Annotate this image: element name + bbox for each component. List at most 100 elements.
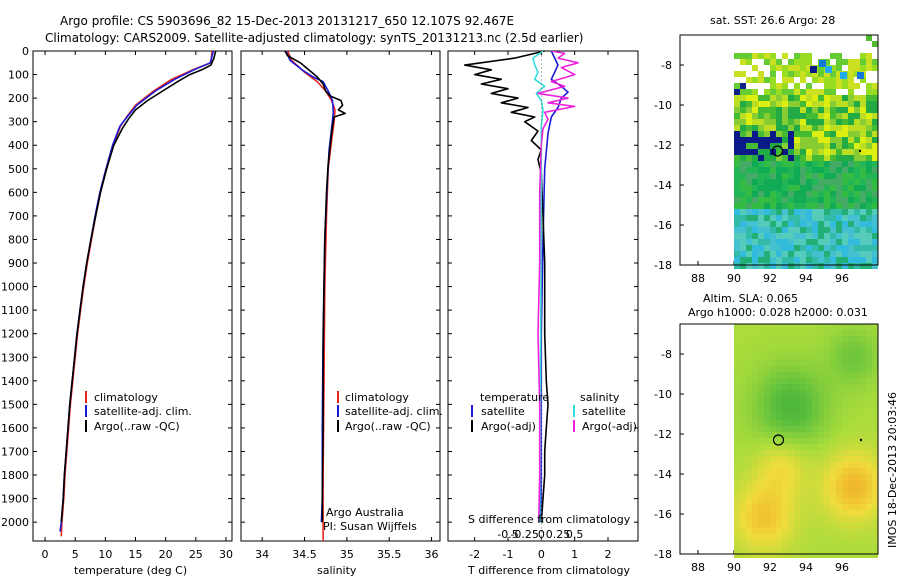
sst-cell: [776, 197, 782, 203]
sst-cell: [740, 233, 746, 239]
sst-cell: [758, 95, 764, 101]
sst-cell: [854, 221, 860, 227]
sst-cell: [812, 215, 818, 221]
sla-cell: [860, 444, 866, 450]
sla-cell: [824, 462, 830, 468]
sla-cell: [830, 390, 836, 396]
sla-cell: [782, 540, 788, 546]
sst-cell: [866, 191, 872, 197]
sst-cell: [818, 263, 824, 269]
sst-cell: [860, 257, 866, 263]
sla-cell: [854, 342, 860, 348]
sla-cell: [740, 366, 746, 372]
sst-cell: [764, 227, 770, 233]
sst-cell: [788, 119, 794, 125]
sla-cell: [752, 474, 758, 480]
sla-cell: [788, 498, 794, 504]
sst-cell: [848, 71, 854, 77]
sst-cell: [770, 77, 776, 83]
sla-cell: [854, 396, 860, 402]
sla-cell: [872, 510, 878, 516]
sst-cell: [794, 119, 800, 125]
sst-cell: [740, 209, 746, 215]
sla-cell: [812, 450, 818, 456]
sla-cell: [836, 480, 842, 486]
sst-cell: [752, 119, 758, 125]
sst-cell: [848, 221, 854, 227]
sst-cell: [800, 119, 806, 125]
x-tick-label: 25: [189, 548, 203, 561]
sla-cell: [854, 432, 860, 438]
sla-cell: [854, 354, 860, 360]
sst-cell: [854, 251, 860, 257]
sla-cell: [830, 342, 836, 348]
sla-cell: [782, 468, 788, 474]
sst-cell: [818, 119, 824, 125]
sla-cell: [854, 462, 860, 468]
sst-cell: [848, 227, 854, 233]
sst-cell: [758, 239, 764, 245]
sst-cell: [872, 263, 878, 269]
sla-cell: [866, 402, 872, 408]
sla-cell: [758, 486, 764, 492]
sst-cell: [872, 155, 878, 161]
sst-cell: [788, 173, 794, 179]
sst-cell: [848, 119, 854, 125]
sst-cell: [830, 101, 836, 107]
y-tick-label: 1700: [1, 445, 29, 458]
sst-cell: [866, 239, 872, 245]
sla-cell: [746, 546, 752, 552]
sla-cell: [830, 522, 836, 528]
sla-cell: [782, 552, 788, 558]
sst-cell: [770, 113, 776, 119]
sst-cell: [848, 83, 854, 89]
sla-cell: [830, 552, 836, 558]
sst-cell: [788, 233, 794, 239]
sla-cell: [818, 450, 824, 456]
salinity-legend: climatology satellite-adj. clim. Argo(..…: [337, 391, 443, 433]
sla-cell: [764, 522, 770, 528]
sla-cell: [800, 450, 806, 456]
sst-cell: [758, 221, 764, 227]
sla-cell: [770, 492, 776, 498]
sla-cell: [806, 510, 812, 516]
sla-cell: [818, 456, 824, 462]
sst-cell: [824, 125, 830, 131]
sst-cell: [854, 167, 860, 173]
sla-cell: [770, 396, 776, 402]
sst-cell: [746, 161, 752, 167]
sst-cell: [812, 95, 818, 101]
sla-cell: [830, 540, 836, 546]
sla-cell: [860, 420, 866, 426]
sst-cell: [836, 263, 842, 269]
sla-cell: [752, 480, 758, 486]
sla-cell: [758, 336, 764, 342]
sst-cell: [758, 71, 764, 77]
sst-cell: [740, 113, 746, 119]
legend-label-satellite: satellite-adj. clim.: [345, 405, 443, 418]
sla-cell: [812, 528, 818, 534]
sla-cell: [824, 324, 830, 330]
sla-cell: [812, 516, 818, 522]
sst-cell: [842, 263, 848, 269]
sla-cell: [794, 390, 800, 396]
sla-cell: [854, 330, 860, 336]
y-tick-label: 400: [8, 139, 29, 152]
sla-cell: [740, 474, 746, 480]
sla-cell: [854, 384, 860, 390]
sst-cell: [854, 173, 860, 179]
sst-cell: [848, 263, 854, 269]
sla-cell: [812, 414, 818, 420]
sst-cell: [794, 239, 800, 245]
sst-cell: [872, 89, 878, 95]
sst-cell: [746, 245, 752, 251]
sla-cell: [764, 480, 770, 486]
sla-cell: [824, 420, 830, 426]
sst-cell: [746, 95, 752, 101]
series-line: [537, 51, 579, 523]
sst-cell: [842, 161, 848, 167]
sla-cell: [746, 486, 752, 492]
sla-cell: [848, 366, 854, 372]
sla-cell: [848, 438, 854, 444]
sla-cell: [836, 432, 842, 438]
